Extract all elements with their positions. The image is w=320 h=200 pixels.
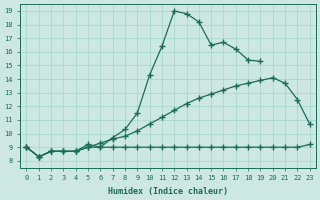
X-axis label: Humidex (Indice chaleur): Humidex (Indice chaleur) (108, 187, 228, 196)
